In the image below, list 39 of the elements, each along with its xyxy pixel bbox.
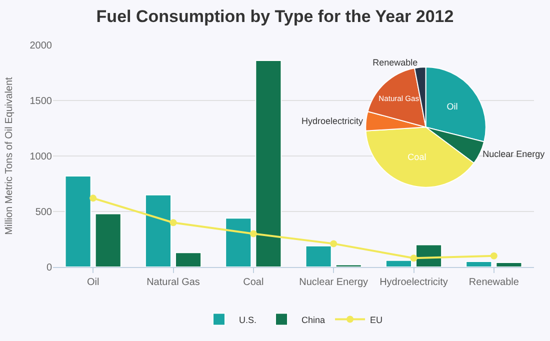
x-tick-label: Oil [86,277,100,288]
point [490,252,498,260]
point [330,240,338,248]
bar [385,260,412,267]
bar [305,245,332,267]
bar [496,262,522,267]
x-tick-label: Renewable [468,277,520,288]
bar [225,218,252,267]
y-tick-label: 1000 [30,152,52,162]
slice-label: Oil [446,101,458,112]
x-tick-label: Natural Gas [146,277,200,288]
point [250,230,257,238]
legend-label: U.S. [239,314,257,325]
slice-label: Natural Gas [378,94,420,103]
bar [335,264,362,267]
slice-label: Coal [408,152,426,162]
slice-label: Nuclear Energy [482,148,546,159]
legend-label: EU [370,314,383,325]
y-tick-label: 0 [46,262,52,274]
point [410,254,418,262]
slice-label: Renewable [372,57,418,68]
bar [94,213,122,267]
bar [255,60,282,267]
x-tick-label: Coal [243,277,264,288]
slice-label: Hydroelectricity [301,116,364,126]
x-tick-label: Nuclear Energy [299,277,368,288]
bar [144,194,172,267]
point [170,219,177,226]
bar [466,260,492,267]
legend-label: China [302,314,326,325]
y-tick-label: 500 [35,207,52,218]
bar [175,252,202,267]
y-axis-title: Million Metric Tons of Oil Equivalent [4,76,15,235]
x-tick-label: Hydroelectricity [380,277,448,288]
point [90,194,97,202]
bar [64,175,92,267]
y-tick-label: 1500 [30,96,52,107]
y-tick-label: 2000 [30,40,52,52]
chart-title: Fuel Consumption by Type for the Year 2012 [96,7,454,26]
